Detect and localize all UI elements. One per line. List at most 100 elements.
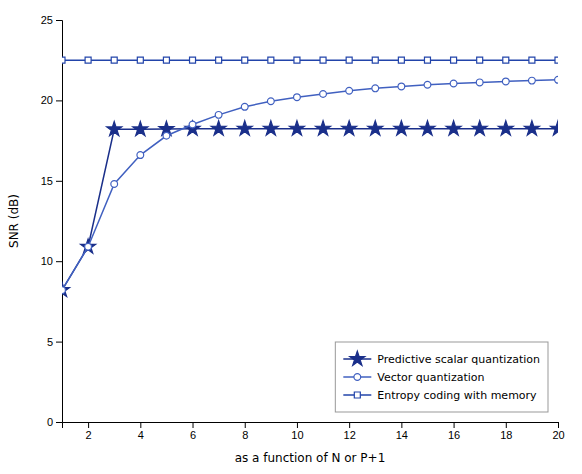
marker xyxy=(163,132,170,139)
tick: 20 xyxy=(552,422,564,441)
marker xyxy=(446,121,461,135)
marker xyxy=(111,181,118,188)
marker xyxy=(133,121,148,135)
tick-mark xyxy=(506,422,507,428)
marker xyxy=(190,57,196,63)
tick-mark xyxy=(56,261,62,262)
tick: 18 xyxy=(500,422,512,441)
tick: 4 xyxy=(138,422,144,441)
legend-item: Predictive scalar quantization xyxy=(343,351,540,366)
tick: 10 xyxy=(291,422,303,441)
legend-marker xyxy=(350,351,365,365)
tick-mark xyxy=(297,422,298,428)
marker xyxy=(289,121,304,135)
marker xyxy=(242,57,248,63)
tick-mark xyxy=(56,422,62,423)
marker xyxy=(189,121,196,128)
tick-label: 12 xyxy=(344,429,356,441)
tick-label: 2 xyxy=(86,429,92,441)
tick-mark xyxy=(56,100,62,101)
marker xyxy=(320,91,327,98)
tick-mark xyxy=(88,422,89,428)
legend-marker xyxy=(354,392,360,398)
marker xyxy=(420,121,435,135)
marker xyxy=(62,287,65,294)
marker xyxy=(137,152,144,159)
tick: 6 xyxy=(190,422,196,441)
legend-label: Predictive scalar quantization xyxy=(377,353,540,366)
marker xyxy=(294,94,301,101)
tick-mark xyxy=(56,20,62,21)
tick-label: 16 xyxy=(448,429,460,441)
tick-label: 5 xyxy=(47,336,53,348)
marker xyxy=(237,121,252,135)
marker xyxy=(346,57,352,63)
tick-mark xyxy=(454,422,455,428)
y-axis-title: SNR (dB) xyxy=(7,194,21,248)
marker xyxy=(477,57,483,63)
legend-box xyxy=(335,342,548,412)
tick-label: 18 xyxy=(500,429,512,441)
tick-mark xyxy=(140,422,141,428)
marker xyxy=(62,57,65,63)
tick-mark xyxy=(56,342,62,343)
marker xyxy=(529,57,535,63)
marker xyxy=(398,57,404,63)
marker xyxy=(346,87,353,94)
marker xyxy=(294,57,300,63)
marker xyxy=(216,57,222,63)
marker xyxy=(267,98,274,105)
line xyxy=(62,59,558,61)
marker xyxy=(316,121,331,135)
legend-item: Entropy coding with memory xyxy=(343,389,537,402)
axis-line xyxy=(56,21,63,423)
y-axis: 0510152025 xyxy=(41,14,63,428)
tick-label: 14 xyxy=(396,429,408,441)
tick-label: 0 xyxy=(47,416,53,428)
marker xyxy=(85,57,91,63)
marker xyxy=(503,57,509,63)
marker xyxy=(163,57,169,63)
tick-label: 10 xyxy=(41,255,53,267)
legend-marker xyxy=(354,374,361,381)
tick-label: 20 xyxy=(41,94,53,106)
marker xyxy=(107,121,122,135)
marker xyxy=(476,79,483,86)
tick-mark xyxy=(245,422,246,428)
marker xyxy=(137,57,143,63)
tick-mark xyxy=(349,422,350,428)
tick-label: 10 xyxy=(291,429,303,441)
marker xyxy=(85,243,92,250)
tick-mark xyxy=(56,181,62,182)
tick: 2 xyxy=(86,422,92,441)
marker xyxy=(320,57,326,63)
tick-label: 6 xyxy=(190,429,196,441)
tick: 25 xyxy=(41,14,62,26)
marker xyxy=(398,83,405,90)
marker xyxy=(111,57,117,63)
tick-label: 20 xyxy=(552,429,564,441)
marker xyxy=(555,57,558,63)
tick: 8 xyxy=(242,422,248,441)
markers xyxy=(62,121,558,297)
axis-line xyxy=(63,423,559,429)
marker xyxy=(498,121,513,135)
tick-label: 8 xyxy=(242,429,248,441)
x-axis-title: as a function of N or P+1 xyxy=(235,451,386,465)
x-axis: 2 4 6 8 10 12 14 16 18 20 xyxy=(63,422,565,441)
marker xyxy=(555,76,558,83)
marker xyxy=(211,121,226,135)
marker xyxy=(342,121,357,135)
tick: 12 xyxy=(344,422,356,441)
tick: 5 xyxy=(47,336,62,348)
legend: Predictive scalar quantizationVector qua… xyxy=(335,342,548,412)
tick: 20 xyxy=(41,94,62,106)
marker xyxy=(372,85,379,92)
markers xyxy=(62,76,558,293)
marker xyxy=(368,121,383,135)
marker xyxy=(550,121,558,135)
markers xyxy=(62,57,558,63)
marker xyxy=(502,78,509,85)
marker xyxy=(394,121,409,135)
tick: 10 xyxy=(41,255,62,267)
